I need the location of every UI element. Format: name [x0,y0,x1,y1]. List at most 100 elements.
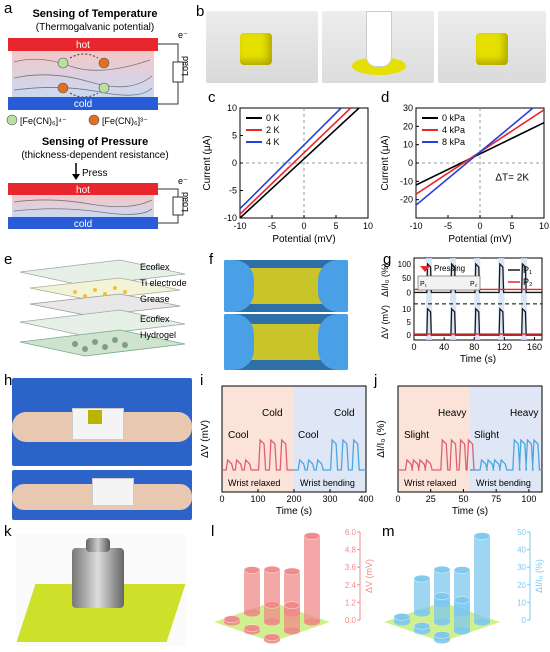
x-tick-label: -5 [444,221,452,231]
x-axis-label: Time (s) [460,354,496,365]
y-tick-label: -20 [400,195,413,205]
y-tick-label: 20 [403,121,413,131]
inset-p1: P₁ [420,281,428,288]
panel-label-k: k [4,523,12,540]
layer-label-2: Grease [140,294,170,304]
bar-bottom [284,627,300,635]
x-tick-label: -10 [409,221,422,231]
x-tick-label: 25 [426,494,436,504]
annotation-2: Cool [298,430,319,441]
region-relaxed [222,386,294,492]
annotation-1: Heavy [438,408,466,419]
legend-entry-0: 0 kPa [442,113,465,123]
x-tick-label: -5 [268,221,276,231]
layer-label-1: Ti electrode [140,278,187,288]
bar-top [433,631,451,639]
photo-weight-on-device [16,534,186,646]
bar-top [243,624,261,632]
y-axis-label: Current (μA) [202,135,213,190]
layer-label-3: Ecoflex [140,314,170,324]
bar-top [413,574,431,583]
press-band [426,258,433,340]
bar-3 [243,566,261,617]
hot-label-2: hot [76,185,90,196]
z-tick-label: 10 [517,598,526,607]
series-bending [294,438,366,471]
legend-entry-2: 8 kPa [442,137,465,147]
z-tick-label: 40 [517,546,526,555]
press-arrow-icon [420,266,430,272]
series-line-1 [240,108,352,215]
panel-label-a: a [4,0,13,17]
bar-body [244,570,260,613]
panel-label-i: i [200,372,204,389]
cold-label-2: cold [74,219,92,230]
bar-top [473,532,491,540]
x-tick-label: 300 [322,494,337,504]
z-tick-label: 6.0 [345,528,357,537]
press-label: Press [82,168,108,179]
x-tick-label: 5 [333,221,338,231]
panel-label-d: d [381,89,390,106]
region-label-relaxed: Wrist relaxed [404,478,456,488]
pressure-title: Sensing of Pressure [42,136,148,148]
series-p1-bottom [414,307,542,336]
temp-subtitle: (Thermogalvanic potential) [36,22,154,33]
legend-ion-a: [Fe(CN)₆]⁴⁻ [20,116,67,126]
region-relaxed [398,386,470,492]
hot-electrode-2 [8,183,158,195]
inset-device [417,275,481,291]
y-axis-label-top: ΔI/I₀ (%) [380,263,390,297]
annotation-3: Cold [334,408,355,419]
bar-top [303,532,321,540]
photo-wrist-relaxed [12,378,192,466]
x-tick-label: 10 [363,221,373,231]
electron-label: e⁻ [178,30,188,40]
bar-body [264,569,280,604]
panel-label-h: h [4,372,13,389]
legend-ion-a-icon [6,114,18,126]
ion-b-icon [57,82,69,94]
photo-wrist-bent [12,470,192,520]
bar-body [304,536,320,622]
x-tick-label: 0 [219,494,224,504]
bar-top [223,615,241,623]
chart-d: -10 -5 0 5 10 -20 -10 0 10 20 30 Potential (mV) Curr… [380,103,549,245]
ion-a-icon [57,57,69,69]
bar-7 [413,622,431,635]
bar-bottom [264,618,280,626]
photo-cube-2 [438,11,546,83]
annotation-3: Heavy [510,408,538,419]
cold-electrode [8,97,158,110]
bar-body [454,600,470,631]
x-axis-label: Time (s) [452,506,488,517]
x-tick-label: 75 [491,494,501,504]
x-tick-label: 50 [458,494,468,504]
z-tick-label: 3.6 [345,563,357,572]
x-tick-label: -10 [233,221,246,231]
cold-electrode-2 [8,217,158,229]
legend-ion-b: [Fe(CN)₆]³⁻ [102,116,148,126]
x-tick-label: 400 [358,494,373,504]
annotation-0: Cool [228,430,249,441]
bar-8 [263,633,281,644]
y-tick-label: 10 [403,140,413,150]
y-tick-label-bottom: 5 [407,318,412,327]
y-tick-label: 10 [227,103,237,113]
y-tick-label-bottom: 10 [402,305,411,314]
cold-label: cold [74,99,92,110]
bar-4 [433,592,451,626]
temp-title: Sensing of Temperature [32,8,157,20]
bar-bottom [304,618,320,626]
layer-ti-electrode [29,277,181,301]
bar-3 [413,574,431,617]
layer-ecoflex [19,309,186,337]
press-band [450,258,457,340]
y-axis-label: ΔV (mV) [200,420,211,458]
z-tick-label: 1.2 [345,598,357,607]
bar-top [283,601,301,609]
series-line-2 [240,108,342,210]
y-tick-label: 0 [408,158,413,168]
panel-label-f: f [209,251,214,268]
annotation-1: Cold [262,408,283,419]
